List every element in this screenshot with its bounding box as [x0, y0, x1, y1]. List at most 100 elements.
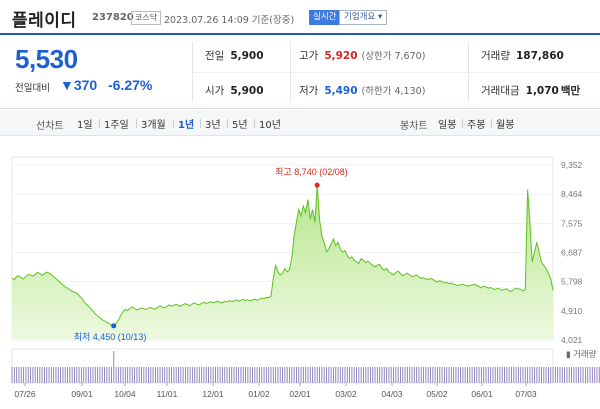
x-tick-label: 10/04 — [114, 389, 136, 399]
volume-bar — [48, 367, 50, 383]
period-tab-1d[interactable]: 1일 — [77, 120, 93, 131]
tab-separator — [462, 119, 463, 128]
volume-bar — [351, 367, 353, 383]
volume-bar — [515, 367, 517, 383]
volume-bar — [406, 367, 408, 383]
volume-bar — [337, 367, 339, 383]
volume-bar — [541, 367, 542, 383]
volume-bar — [30, 367, 31, 383]
volume-bar — [506, 367, 508, 383]
volume-bar — [591, 367, 593, 383]
tab-separator — [173, 119, 174, 128]
price-chart[interactable]: 최고 8,740 (02/08) 최저 4,450 (10/13) 9,352 8,… — [0, 137, 600, 409]
volume-bar — [589, 367, 591, 383]
volume-bar — [46, 367, 48, 383]
volume-bar — [127, 367, 129, 383]
period-tab-10y[interactable]: 10년 — [259, 120, 281, 131]
amount-label: 거래대금 — [481, 85, 520, 97]
volume-bar — [238, 367, 240, 383]
volume-bar — [402, 367, 404, 383]
y-tick-label: 4,021 — [561, 335, 583, 345]
volume-bar — [490, 367, 492, 383]
period-tab-1w[interactable]: 1주일 — [104, 120, 129, 131]
volume-bar — [71, 367, 73, 383]
period-tab-3m[interactable]: 3개월 — [141, 120, 166, 131]
open-label: 시가 — [205, 85, 225, 97]
x-tick-label: 05/02 — [426, 389, 448, 399]
volume-bar — [476, 367, 478, 383]
tab-separator — [99, 119, 100, 128]
volume-bar — [326, 367, 327, 383]
volume-bar — [561, 367, 563, 383]
candle-tab-monthly[interactable]: 월봉 — [496, 120, 515, 131]
live-badge[interactable]: 실시간 — [309, 10, 341, 25]
change-value: ▼370 — [60, 77, 98, 93]
volume-bar — [268, 367, 270, 383]
volume-bar — [568, 367, 570, 383]
volume-bar — [309, 367, 311, 383]
y-tick-label: 8,464 — [561, 189, 583, 199]
volume-bar — [37, 367, 38, 383]
volume-bar — [302, 367, 304, 383]
tab-separator — [254, 119, 255, 128]
volume-bar — [573, 367, 575, 383]
volume-bar — [235, 367, 237, 383]
volume-bar — [363, 367, 364, 383]
volume-bar — [117, 367, 119, 383]
volume: 거래량 187,860 — [481, 48, 564, 63]
amount-value: 1,070 — [525, 85, 559, 97]
high-value: 5,920 — [324, 50, 358, 62]
volume-bar — [43, 367, 45, 383]
period-tab-5y[interactable]: 5년 — [232, 120, 248, 131]
volume-bar — [215, 367, 216, 383]
open-value: 5,900 — [230, 85, 264, 97]
volume-bar — [272, 367, 274, 383]
low-price: 저가 5,490 (하한가 4,130) — [299, 83, 425, 98]
tab-separator — [200, 119, 201, 128]
change-label: 전일대비 — [15, 83, 50, 94]
volume-bar — [305, 367, 307, 383]
volume-bar — [131, 367, 133, 383]
period-tab-3y[interactable]: 3년 — [205, 120, 221, 131]
volume-bar — [390, 367, 392, 383]
volume-bar — [460, 367, 462, 383]
volume-bar — [332, 367, 334, 383]
volume-bar — [217, 367, 219, 383]
volume-bar — [413, 367, 415, 383]
stock-header: 플레이디 237820 코스닥 2023.07.26 14:09 기준(장중) … — [0, 0, 600, 35]
x-tick-label: 06/01 — [471, 389, 493, 399]
volume-bar — [520, 367, 522, 383]
volume-bar — [441, 367, 443, 383]
volume-bar — [270, 367, 272, 383]
volume-bar — [584, 367, 586, 383]
volume-bar — [171, 367, 173, 383]
volume-bar — [293, 367, 295, 383]
high-point — [314, 182, 320, 188]
volume-bar — [161, 367, 163, 383]
volume-bar — [328, 367, 330, 383]
volume-bar — [559, 367, 561, 383]
volume-bar — [212, 367, 214, 383]
volume-bar — [330, 367, 332, 383]
y-axis: 9,352 8,464 7,575 6,687 5,798 4,910 4,021 — [561, 160, 583, 345]
volume-bar — [339, 367, 341, 383]
volume-bar — [416, 367, 418, 383]
volume-bar — [191, 367, 193, 383]
period-tab-1y[interactable]: 1년 — [178, 120, 195, 131]
volume-bar — [418, 367, 420, 383]
volume-bar — [164, 367, 166, 383]
volume-bar — [307, 367, 309, 383]
volume-bar — [247, 367, 249, 383]
company-info-button[interactable]: 기업개요 ▾ — [339, 10, 388, 25]
volume-bar — [513, 367, 515, 383]
volume-bar — [129, 367, 131, 383]
y-tick-label: 5,798 — [561, 277, 583, 287]
volume-bar — [62, 367, 64, 383]
volume-bar — [168, 367, 170, 383]
volume-bar — [395, 367, 397, 383]
candle-tab-weekly[interactable]: 주봉 — [467, 120, 486, 131]
volume-bar — [349, 367, 351, 383]
x-tick-label: 07/26 — [14, 389, 36, 399]
candle-tab-daily[interactable]: 일봉 — [438, 120, 457, 131]
volume-bar — [83, 367, 85, 383]
